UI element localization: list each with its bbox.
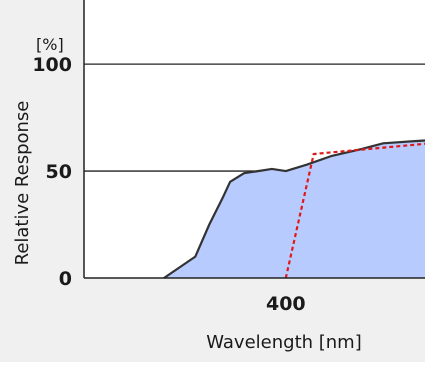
- y-tick-label-0: 0: [59, 268, 72, 290]
- y-unit-label: [%]: [36, 35, 64, 54]
- axis-labels: [%] Relative Response Wavelength [nm] 0 5…: [12, 35, 362, 353]
- x-tick-label-400: 400: [266, 293, 306, 315]
- x-axis-title: Wavelength [nm]: [206, 332, 362, 353]
- y-axis-title: Relative Response: [12, 101, 33, 266]
- y-tick-label-100: 100: [32, 54, 72, 76]
- y-tick-label-50: 50: [46, 161, 72, 183]
- response-area-fill: [164, 140, 425, 278]
- reference-dashed-line: [284, 142, 425, 279]
- reference-envelope: [284, 142, 425, 279]
- axes: [83, 0, 425, 279]
- response-curve: [163, 139, 425, 279]
- response-curve-line: [163, 139, 425, 279]
